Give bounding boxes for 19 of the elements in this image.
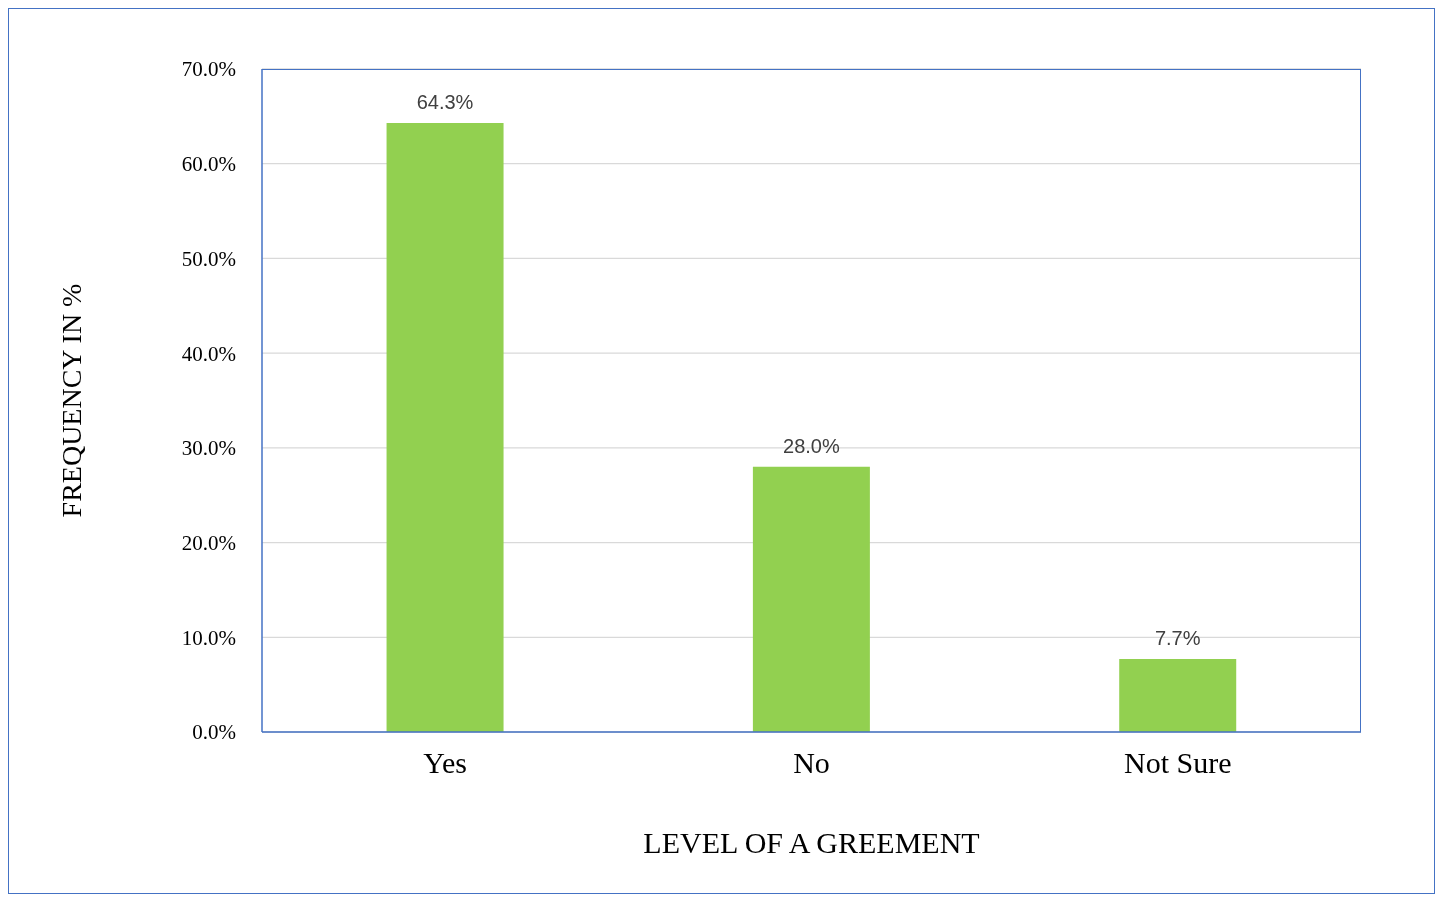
y-tick-label: 60.0% (181, 152, 236, 177)
y-tick-label: 20.0% (181, 531, 236, 556)
data-label: 64.3% (416, 90, 474, 113)
x-tick-label: No (793, 746, 830, 780)
bar (752, 466, 870, 732)
x-tick-label: Yes (423, 746, 467, 780)
bar (1119, 659, 1237, 732)
data-label: 28.0% (783, 434, 840, 457)
y-tick-label: 10.0% (181, 625, 236, 650)
data-label: 7.7% (1154, 627, 1201, 650)
x-tick-label: Not Sure (1124, 746, 1232, 780)
y-tick-label: 40.0% (181, 341, 236, 366)
y-tick-label: 50.0% (181, 246, 236, 271)
x-axis-title: LEVEL OF A GREEMENT (643, 826, 980, 859)
y-tick-label: 70.0% (181, 57, 236, 82)
bar (386, 122, 504, 732)
y-axis-title: FREQUENCY IN % (55, 283, 87, 518)
y-tick-label: 0.0% (192, 720, 236, 745)
y-tick-label: 30.0% (181, 436, 236, 461)
